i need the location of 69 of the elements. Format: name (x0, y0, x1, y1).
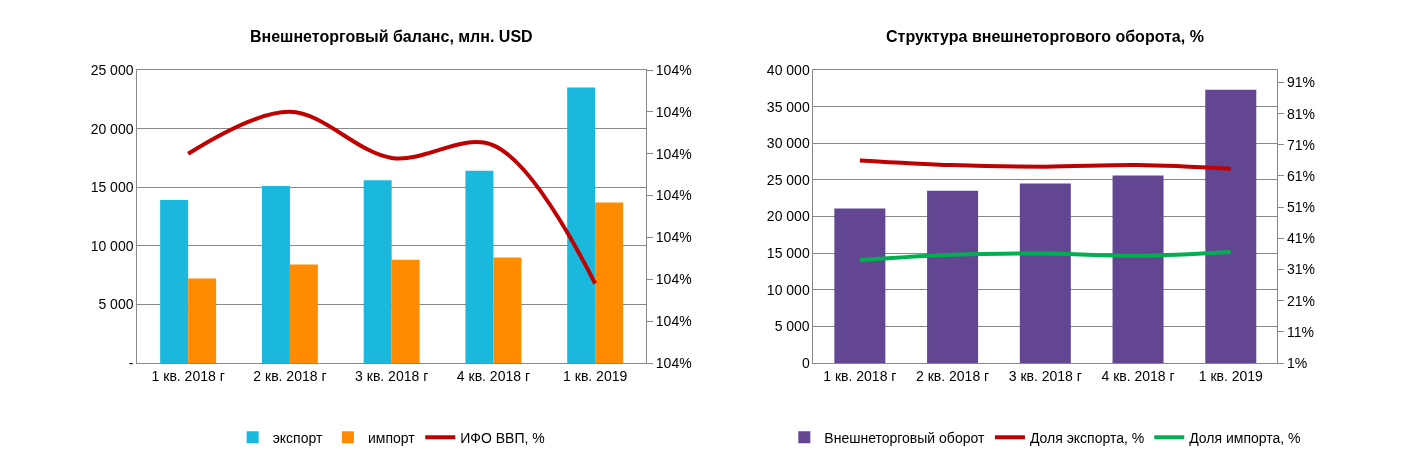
y-tick-label: 15 000 (766, 245, 810, 262)
y-tick-label: 25 000 (766, 171, 810, 188)
bar (595, 202, 624, 363)
bar (363, 180, 392, 363)
line-series (857, 158, 1233, 171)
y-tick-label: 30 000 (766, 135, 810, 152)
y-tick-label: 40 000 (766, 61, 810, 78)
x-tick-label: 2 кв. 2018 г (253, 367, 327, 384)
y-tick-label: 10 000 (766, 281, 810, 298)
x-tick-label: 1 кв. 2019 (563, 367, 628, 384)
y-tick-label: 15 000 (90, 179, 134, 196)
bar (261, 186, 290, 363)
y2-tick-label: 104% (655, 103, 692, 120)
legend-label: Доля импорта, % (1189, 429, 1301, 446)
x-tick-label: 1 кв. 2018 г (823, 367, 897, 384)
y2-tick-label: 61% (1286, 167, 1315, 184)
line-series (186, 109, 598, 286)
y2-tick-label: 81% (1286, 105, 1315, 122)
y2-tick-label: 104% (655, 145, 692, 162)
x-tick-label: 2 кв. 2018 г (915, 367, 990, 384)
bar (1205, 89, 1257, 363)
bar (465, 170, 494, 363)
x-tick-label: 1 кв. 2019 (1198, 367, 1264, 384)
bar (834, 208, 886, 363)
legend-label: Доля экспорта, % (1029, 429, 1145, 446)
legend-label: ИФО ВВП, % (460, 429, 545, 446)
legend-label: импорт (367, 429, 416, 446)
y-tick-label: - (128, 354, 134, 371)
bar (289, 264, 318, 363)
bar (493, 257, 522, 363)
y2-tick-label: 104% (655, 313, 692, 330)
bar (1019, 183, 1071, 363)
y2-tick-label: 51% (1286, 199, 1315, 216)
x-tick-label: 4 кв. 2018 г (1101, 367, 1175, 384)
bar (1112, 175, 1164, 363)
y2-tick-label: 104% (655, 229, 692, 246)
y-tick-label: 35 000 (766, 98, 810, 115)
y2-tick-label: 104% (655, 354, 692, 371)
y-tick-label: 20 000 (766, 208, 810, 225)
line-series (857, 250, 1233, 263)
bar (927, 190, 979, 363)
bar (160, 200, 189, 363)
x-tick-label: 3 кв. 2018 г (1008, 367, 1082, 384)
x-tick-label: 3 кв. 2018 г (355, 367, 429, 384)
y2-tick-label: 1% (1286, 354, 1308, 371)
legend-label: Внешнеторговый оборот (824, 429, 985, 446)
y2-tick-label: 41% (1286, 230, 1315, 247)
x-tick-label: 4 кв. 2018 г (456, 367, 530, 384)
x-tick-label: 1 кв. 2018 г (151, 367, 225, 384)
bar (391, 259, 420, 363)
y-tick-label: 25 000 (90, 61, 134, 78)
y2-tick-label: 104% (655, 61, 692, 78)
chart-title: Внешнеторговый баланс, млн. USD (250, 28, 533, 45)
legend-label: экспорт (272, 429, 323, 446)
y-tick-label: 10 000 (90, 237, 134, 254)
y-tick-label: 5 000 (98, 296, 134, 313)
y2-tick-label: 21% (1286, 292, 1315, 309)
bar (567, 87, 596, 363)
y2-tick-label: 11% (1286, 323, 1314, 340)
y2-tick-label: 104% (655, 187, 692, 204)
y2-tick-label: 71% (1286, 136, 1315, 153)
y-tick-label: 5 000 (774, 318, 810, 335)
y-tick-label: 20 000 (90, 120, 134, 137)
y2-tick-label: 31% (1286, 261, 1315, 278)
y2-tick-label: 91% (1286, 74, 1315, 91)
y-tick-label: 0 (801, 354, 810, 371)
y2-tick-label: 104% (655, 271, 692, 288)
bar (188, 278, 217, 363)
chart-title: Структура внешнеторгового оборота, % (886, 28, 1204, 45)
